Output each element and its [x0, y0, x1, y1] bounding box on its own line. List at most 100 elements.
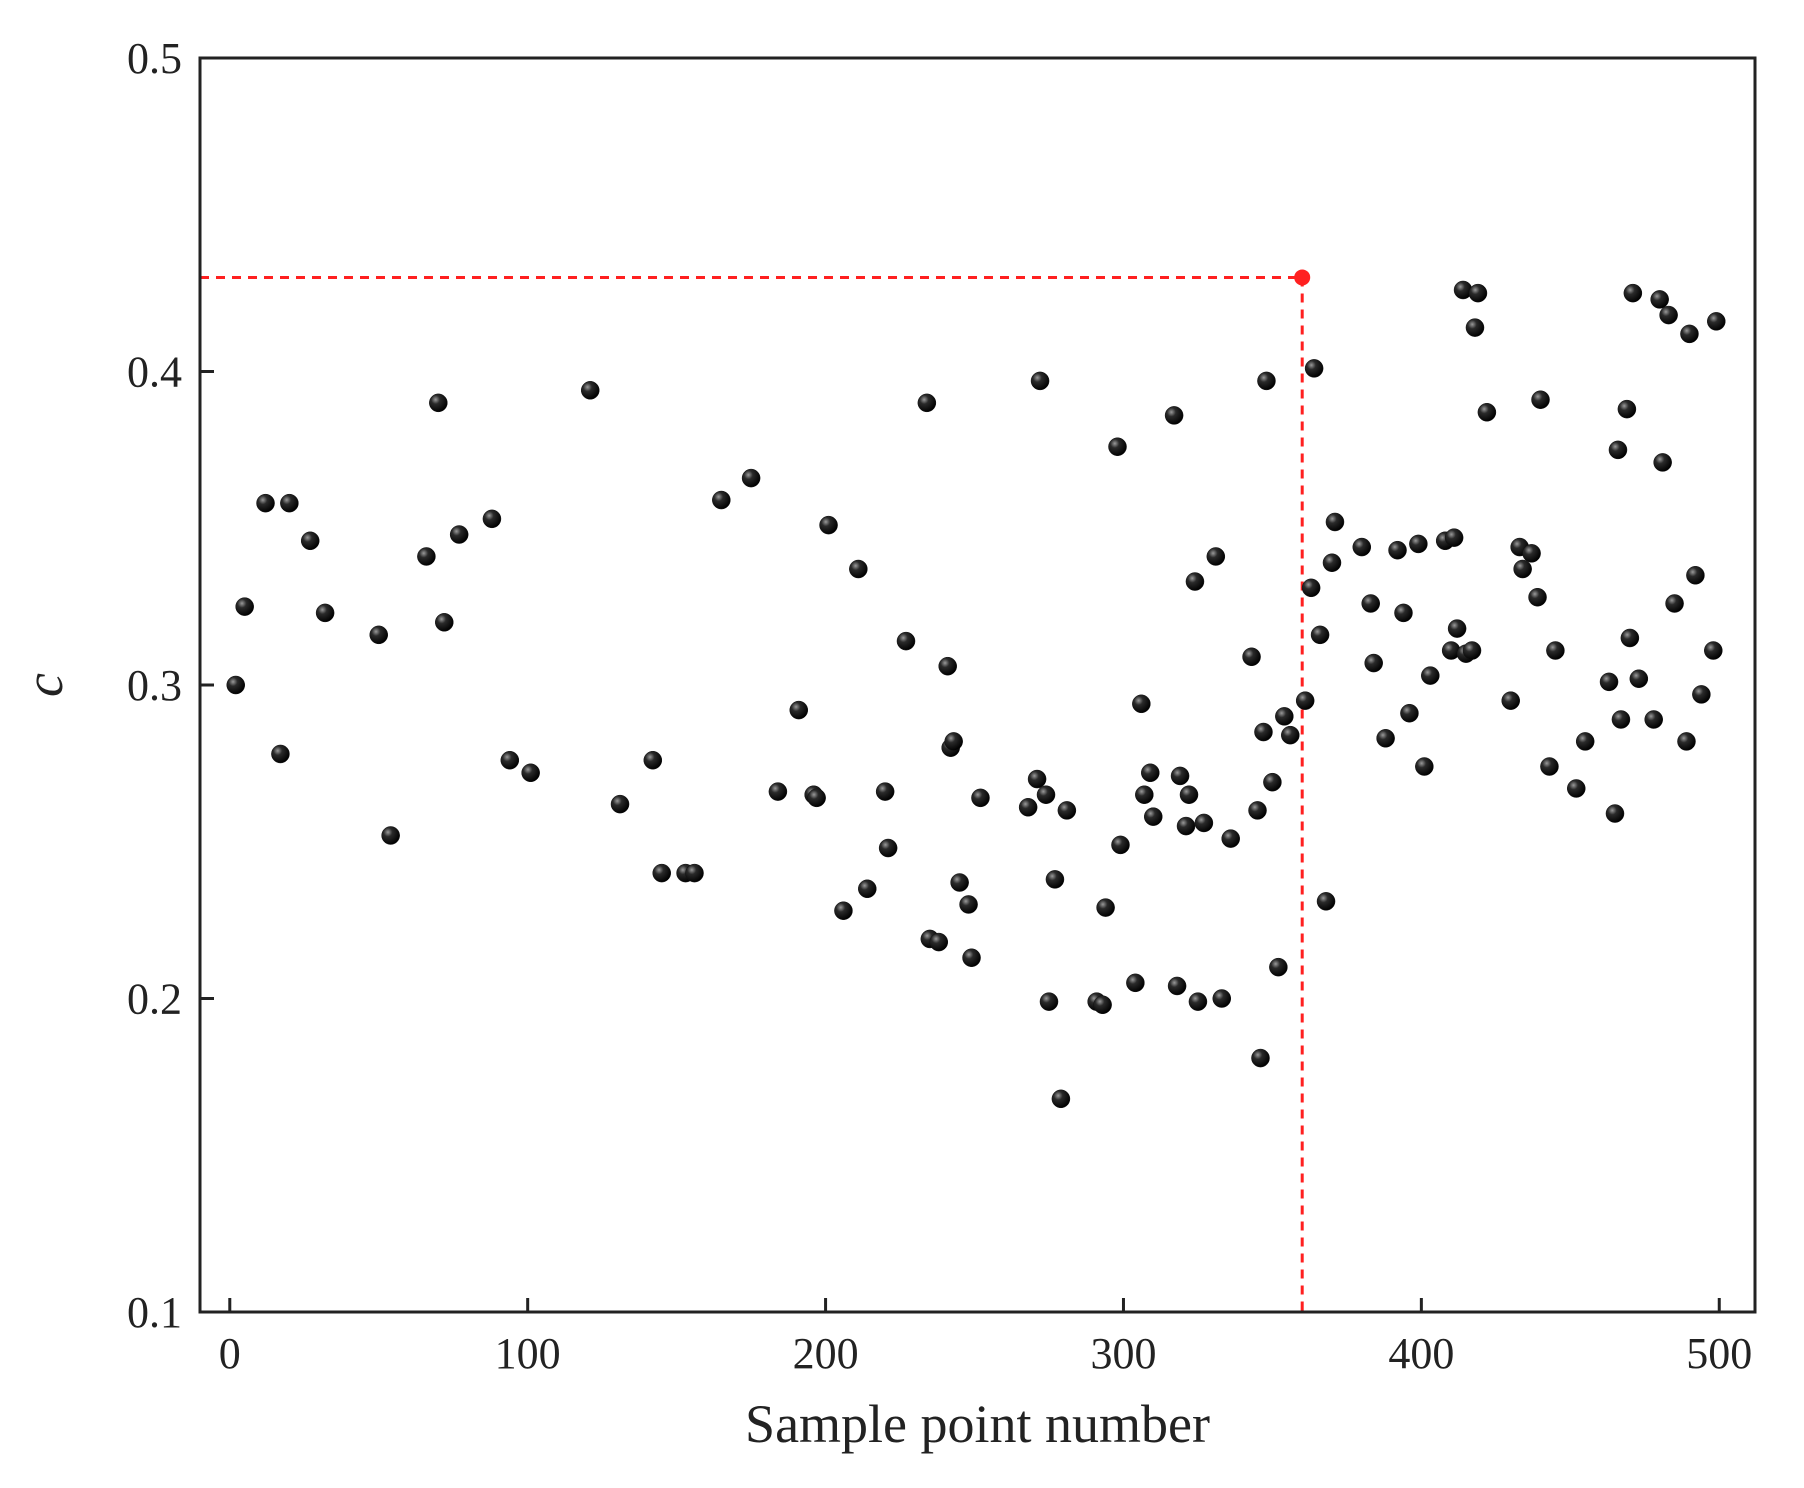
data-point — [1531, 390, 1550, 409]
data-point — [1045, 870, 1065, 889]
data-point — [1444, 528, 1464, 547]
highlight-guides — [200, 275, 1304, 1312]
data-point — [1394, 603, 1413, 623]
data-point — [1269, 957, 1288, 977]
data-point — [1206, 547, 1226, 566]
data-point — [1132, 694, 1151, 714]
data-point — [1501, 691, 1520, 710]
data-point — [1039, 992, 1059, 1011]
data-point — [938, 656, 957, 676]
data-point — [1644, 710, 1663, 729]
data-point — [449, 525, 469, 544]
data-point — [896, 631, 916, 651]
data-point — [1462, 641, 1482, 660]
data-point — [1659, 305, 1678, 325]
data-point — [959, 895, 978, 914]
data-point — [1093, 995, 1112, 1015]
data-point — [652, 863, 671, 883]
data-point — [929, 932, 949, 952]
data-point — [226, 675, 245, 695]
data-point — [1629, 669, 1649, 688]
data-point — [1301, 578, 1321, 598]
data-point — [381, 826, 400, 845]
data-point — [280, 493, 299, 513]
data-point — [1692, 685, 1711, 704]
x-tick-label: 200 — [793, 1329, 859, 1378]
data-point — [1447, 619, 1467, 638]
data-point — [1352, 537, 1372, 557]
y-tick-label: 0.2 — [127, 975, 182, 1024]
x-tick-label: 0 — [219, 1329, 241, 1378]
data-point — [1176, 816, 1196, 836]
data-point — [712, 490, 731, 510]
data-point — [1415, 757, 1434, 776]
data-point — [1111, 835, 1130, 855]
y-tick-label: 0.1 — [127, 1288, 182, 1337]
data-point — [1650, 290, 1669, 309]
data-point — [1513, 559, 1532, 579]
data-point — [1242, 647, 1261, 667]
data-point — [1108, 437, 1127, 456]
data-point — [1051, 1089, 1071, 1109]
data-point — [643, 750, 663, 770]
data-point — [235, 597, 254, 616]
data-point — [1528, 587, 1547, 607]
data-point — [1620, 628, 1640, 648]
data-point — [1680, 324, 1699, 344]
data-point — [1179, 785, 1199, 804]
y-tick-label: 0.3 — [127, 661, 182, 710]
data-point — [580, 381, 600, 400]
data-point — [1030, 371, 1050, 391]
data-point — [369, 625, 388, 645]
data-point — [1540, 757, 1559, 776]
data-point — [1126, 973, 1145, 993]
data-point — [1400, 703, 1419, 723]
data-point — [807, 788, 826, 808]
data-point — [1167, 976, 1187, 996]
data-point — [1188, 992, 1208, 1011]
data-point — [950, 873, 969, 892]
data-point — [1170, 766, 1190, 786]
data-point — [1310, 625, 1330, 645]
data-point — [610, 794, 630, 814]
data-point — [1704, 641, 1723, 660]
data-point — [1376, 729, 1395, 748]
data-point — [1707, 312, 1726, 331]
data-point — [1263, 772, 1282, 792]
data-point — [1388, 540, 1407, 560]
data-point — [1275, 707, 1294, 726]
data-point — [971, 788, 990, 808]
data-point — [1185, 572, 1205, 591]
data-point — [1164, 406, 1184, 425]
highlight-point — [1294, 269, 1311, 286]
data-point — [1409, 534, 1428, 554]
data-point — [1677, 732, 1696, 751]
data-point — [1322, 553, 1342, 572]
data-point — [1623, 283, 1643, 303]
x-tick-label: 500 — [1686, 1329, 1752, 1378]
data-point — [1608, 440, 1628, 460]
data-point — [500, 750, 520, 770]
data-point — [1605, 804, 1625, 823]
data-point — [1281, 725, 1300, 745]
data-point — [1468, 283, 1488, 303]
data-point — [1251, 1048, 1270, 1068]
y-tick-label: 0.5 — [127, 34, 182, 83]
data-point — [1135, 785, 1154, 804]
data-point — [1421, 666, 1440, 685]
data-point — [1364, 653, 1383, 673]
data-point — [1018, 798, 1038, 817]
data-point — [917, 393, 937, 413]
plot-frame — [198, 56, 1757, 1314]
data-point — [521, 763, 540, 783]
data-points — [226, 269, 1726, 1109]
data-point — [875, 782, 895, 801]
x-axis-label: Sample point number — [745, 1394, 1210, 1454]
data-point — [1221, 829, 1240, 848]
data-point — [1096, 898, 1115, 917]
x-tick-label: 400 — [1388, 1329, 1454, 1378]
data-point — [1546, 641, 1565, 660]
data-point — [1325, 512, 1345, 532]
data-point — [1686, 566, 1705, 585]
